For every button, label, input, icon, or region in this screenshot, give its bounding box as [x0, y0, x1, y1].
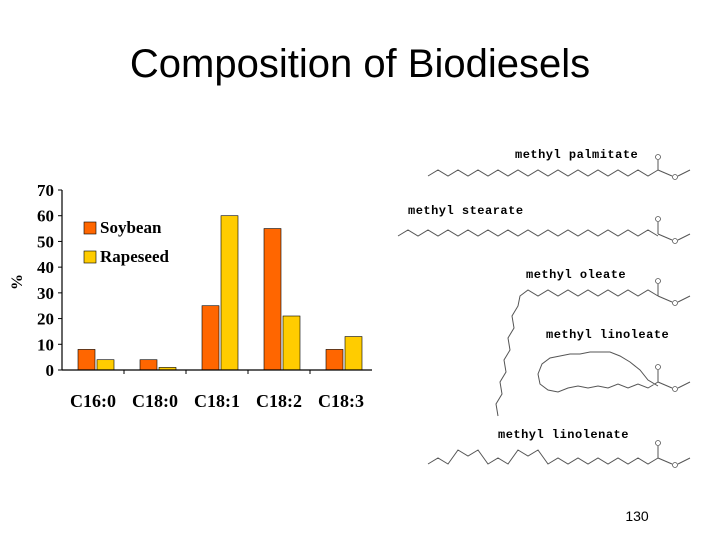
y-tick-label: 70 [37, 181, 54, 200]
molecule-label: methyl stearate [408, 204, 524, 218]
bar-soybean-c18-1 [201, 305, 220, 371]
molecule-label: methyl oleate [526, 268, 626, 282]
molecule-chain [397, 229, 659, 237]
x-tick-label: C18:0 [132, 391, 178, 411]
page-number: 130 [625, 508, 649, 524]
molecule-label: methyl linolenate [498, 428, 629, 442]
legend-label-rapeseed: Rapeseed [100, 247, 169, 266]
y-tick-label: 50 [37, 232, 54, 251]
bar-rapeseed-c18-1 [220, 215, 239, 371]
y-tick-label: 30 [37, 284, 54, 303]
y-tick-label: 10 [37, 335, 54, 354]
molecule-structures: methyl palmitate methyl stearate methyl … [397, 148, 691, 468]
bar-soybean-c18-0 [139, 359, 158, 371]
bar-soybean-c16-0 [77, 349, 96, 371]
y-tick-label: 0 [46, 361, 55, 380]
bars [77, 215, 363, 371]
molecule-methyl-palmitate: methyl palmitate [427, 148, 691, 180]
legend-swatch-soybean [83, 221, 97, 235]
slide-title: Composition of Biodiesels [129, 42, 591, 86]
legend: Soybean Rapeseed [83, 218, 169, 266]
molecule-methyl-stearate: methyl stearate [397, 204, 691, 244]
molecule-methyl-linolenate: methyl linolenate [427, 428, 691, 468]
x-tick-label: C18:2 [256, 391, 302, 411]
x-tick-label: C18:3 [318, 391, 364, 411]
y-axis-label: % [9, 274, 26, 290]
molecule-methyl-oleate: methyl oleate [495, 268, 691, 417]
molecule-chain [495, 289, 659, 417]
bar-soybean-c18-2 [263, 228, 282, 371]
molecule-chain [537, 351, 659, 393]
bar-rapeseed-c18-2 [282, 315, 301, 371]
molecule-methyl-linoleate: methyl linoleate [537, 328, 691, 393]
x-tick-label: C16:0 [70, 391, 116, 411]
y-tick-label: 20 [37, 310, 54, 329]
molecule-label: methyl palmitate [515, 148, 638, 162]
x-tick-label: C18:1 [194, 391, 240, 411]
molecule-label: methyl linoleate [546, 328, 669, 342]
legend-swatch-rapeseed [83, 250, 97, 264]
y-tick-label: 40 [37, 258, 54, 277]
bar-soybean-c18-3 [325, 349, 344, 371]
bar-rapeseed-c16-0 [96, 359, 115, 371]
y-tick-label: 60 [37, 207, 54, 226]
molecule-chain [427, 449, 659, 465]
bar-rapeseed-c18-3 [344, 336, 363, 371]
x-axis-ticks: C16:0 C18:0 C18:1 C18:2 C18:3 [70, 370, 364, 411]
molecule-chain [427, 169, 659, 177]
y-axis-ticks: 0 10 20 30 40 50 60 70 [37, 181, 62, 380]
legend-label-soybean: Soybean [100, 218, 162, 237]
